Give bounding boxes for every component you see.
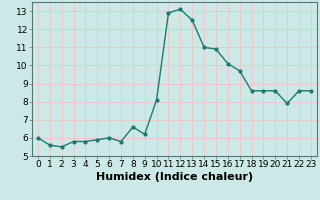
X-axis label: Humidex (Indice chaleur): Humidex (Indice chaleur) [96,172,253,182]
